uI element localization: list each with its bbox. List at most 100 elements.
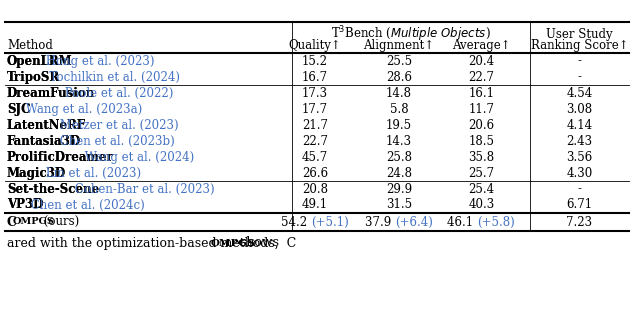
Text: (+5.1): (+5.1): [311, 215, 349, 228]
Text: ProlificDreamer Wang et al. (2024): ProlificDreamer Wang et al. (2024): [7, 150, 216, 164]
Text: 6.71: 6.71: [566, 198, 593, 212]
Text: Wang et al. (2023a): Wang et al. (2023a): [22, 102, 142, 116]
Text: 3.56: 3.56: [566, 150, 593, 164]
Text: 4.54: 4.54: [566, 86, 593, 100]
Text: 45.7: 45.7: [302, 150, 328, 164]
Text: Chen et al. (2023b): Chen et al. (2023b): [56, 134, 175, 148]
Text: TripoSR: TripoSR: [7, 70, 60, 84]
Text: 18.5: 18.5: [468, 134, 494, 148]
Text: Magic3D: Magic3D: [7, 166, 66, 180]
Text: Lin et al. (2023): Lin et al. (2023): [42, 166, 141, 180]
Text: Set-the-Scene: Set-the-Scene: [7, 182, 99, 196]
Text: Poole et al. (2022): Poole et al. (2022): [61, 86, 174, 100]
Text: Quality↑: Quality↑: [289, 38, 341, 52]
Text: Alignment↑: Alignment↑: [364, 38, 435, 52]
Text: 4.30: 4.30: [566, 166, 593, 180]
Text: ProlificDreamer: ProlificDreamer: [7, 150, 114, 164]
Text: 29.9: 29.9: [386, 182, 412, 196]
Text: OMPGS: OMPGS: [13, 218, 55, 227]
Text: OpenLRM: OpenLRM: [7, 54, 72, 68]
Text: T$^3$Bench ($\it{Multiple\ Objects}$): T$^3$Bench ($\it{Multiple\ Objects}$): [331, 24, 491, 44]
Text: C: C: [7, 215, 17, 228]
Text: 54.2: 54.2: [281, 215, 311, 228]
Text: 3.08: 3.08: [566, 102, 593, 116]
Text: 26.6: 26.6: [302, 166, 328, 180]
Text: DreamFusion Poole et al. (2022): DreamFusion Poole et al. (2022): [7, 86, 200, 100]
Text: 7.23: 7.23: [566, 215, 593, 228]
Text: 37.9: 37.9: [365, 215, 395, 228]
Text: 40.3: 40.3: [468, 198, 495, 212]
Text: Wang et al. (2024): Wang et al. (2024): [81, 150, 195, 164]
Text: 25.8: 25.8: [386, 150, 412, 164]
Text: 20.8: 20.8: [302, 182, 328, 196]
Text: 2.43: 2.43: [566, 134, 593, 148]
Text: 17.7: 17.7: [302, 102, 328, 116]
Text: Tochilkin et al. (2024): Tochilkin et al. (2024): [42, 70, 180, 84]
Text: Fantasia3D: Fantasia3D: [7, 134, 81, 148]
Text: (+5.8): (+5.8): [477, 215, 515, 228]
Text: 31.5: 31.5: [386, 198, 412, 212]
Text: 14.8: 14.8: [386, 86, 412, 100]
Text: 16.1: 16.1: [468, 86, 494, 100]
Text: 20.6: 20.6: [468, 118, 494, 132]
Text: 19.5: 19.5: [386, 118, 412, 132]
Text: 11.7: 11.7: [468, 102, 494, 116]
Text: 25.5: 25.5: [386, 54, 412, 68]
Text: ProlificDreamer: ProlificDreamer: [7, 150, 114, 164]
Text: Magic3D Lin et al. (2023): Magic3D Lin et al. (2023): [7, 166, 160, 180]
Text: Fantasia3D: Fantasia3D: [7, 134, 81, 148]
Text: 16.7: 16.7: [302, 70, 328, 84]
Text: User Study: User Study: [546, 28, 612, 41]
Text: OpenLRM Hong et al. (2023): OpenLRM Hong et al. (2023): [7, 54, 180, 68]
Text: 15.2: 15.2: [302, 54, 328, 68]
Text: SJC: SJC: [7, 102, 31, 116]
Text: Set-the-Scene: Set-the-Scene: [7, 182, 99, 196]
Text: 22.7: 22.7: [468, 70, 494, 84]
Text: OMPGS: OMPGS: [211, 238, 255, 247]
Text: OpenLRM: OpenLRM: [7, 54, 72, 68]
Text: ared with the optimization-based methods,  C: ared with the optimization-based methods…: [7, 236, 296, 250]
Text: Chen et al. (2024c): Chen et al. (2024c): [27, 198, 145, 212]
Text: (+6.4): (+6.4): [395, 215, 433, 228]
Text: Cohen-Bar et al. (2023): Cohen-Bar et al. (2023): [71, 182, 215, 196]
Text: 22.7: 22.7: [302, 134, 328, 148]
Text: (ours): (ours): [40, 215, 79, 228]
Text: 46.1: 46.1: [447, 215, 477, 228]
Text: VP3D Chen et al. (2024c): VP3D Chen et al. (2024c): [7, 198, 158, 212]
Text: Metzer et al. (2023): Metzer et al. (2023): [56, 118, 179, 132]
Text: shows: shows: [236, 236, 278, 250]
Text: SJC Wang et al. (2023a): SJC Wang et al. (2023a): [7, 102, 149, 116]
Text: TripoSR: TripoSR: [7, 70, 60, 84]
Text: 49.1: 49.1: [302, 198, 328, 212]
Text: Hong et al. (2023): Hong et al. (2023): [42, 54, 154, 68]
Text: -: -: [577, 54, 581, 68]
Text: 14.3: 14.3: [386, 134, 412, 148]
Text: 28.6: 28.6: [386, 70, 412, 84]
Text: 25.4: 25.4: [468, 182, 494, 196]
Text: LatentNeRF Metzer et al. (2023): LatentNeRF Metzer et al. (2023): [7, 118, 202, 132]
Text: DreamFusion: DreamFusion: [7, 86, 95, 100]
Text: DreamFusion: DreamFusion: [7, 86, 95, 100]
Text: LatentNeRF: LatentNeRF: [7, 118, 86, 132]
Text: Fantasia3D Chen et al. (2023b): Fantasia3D Chen et al. (2023b): [7, 134, 193, 148]
Text: VP3D: VP3D: [7, 198, 44, 212]
Text: 21.7: 21.7: [302, 118, 328, 132]
Text: 17.3: 17.3: [302, 86, 328, 100]
Text: Average↑: Average↑: [452, 38, 511, 52]
Text: 25.7: 25.7: [468, 166, 494, 180]
Text: Magic3D: Magic3D: [7, 166, 66, 180]
Text: 35.8: 35.8: [468, 150, 494, 164]
Text: 4.14: 4.14: [566, 118, 593, 132]
Text: 20.4: 20.4: [468, 54, 494, 68]
Text: VP3D: VP3D: [7, 198, 44, 212]
Text: SJC: SJC: [7, 102, 31, 116]
Text: -: -: [577, 70, 581, 84]
Text: TripoSR  Tochilkin et al. (2024): TripoSR Tochilkin et al. (2024): [7, 70, 194, 84]
Text: 24.8: 24.8: [386, 166, 412, 180]
Text: Method: Method: [7, 38, 53, 52]
Text: LatentNeRF: LatentNeRF: [7, 118, 86, 132]
Text: -: -: [577, 182, 581, 196]
Text: Set-the-Scene Cohen-Bar et al. (2023): Set-the-Scene Cohen-Bar et al. (2023): [7, 182, 234, 196]
Text: 5.8: 5.8: [390, 102, 408, 116]
Text: Ranking Score↑: Ranking Score↑: [531, 38, 628, 52]
